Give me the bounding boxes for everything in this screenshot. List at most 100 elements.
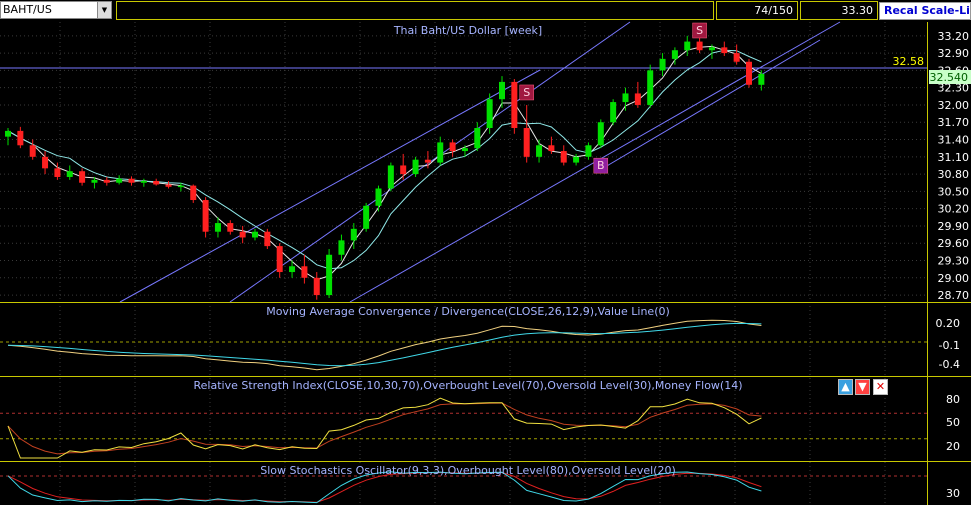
price-tick-label: 28.70 [938,289,970,302]
candle-body [177,185,184,188]
toolbar: BAHT/US ▼ 74/150 33.30 Recal Scale-Line [0,0,971,21]
trend-channel [119,21,841,303]
rsi-line [7,397,762,459]
channel-line-upper-left [119,69,541,303]
candle-body [560,151,567,163]
toolbar-blank-field [116,1,714,20]
candle-body [758,73,765,85]
candle-body [647,70,654,105]
macd-signal-line [7,322,762,367]
candle-body [128,178,135,183]
candle-body [659,58,666,71]
candle-body [202,200,209,232]
candle-body [412,159,419,175]
candle-body [585,145,592,157]
candle-body [227,223,234,232]
candle-body [5,130,11,137]
stoch-lines [0,471,927,504]
stoch-panel-title: Slow Stochastics Oscillator(9,3,3),Overb… [260,464,676,477]
stoch-tick-label: 30 [946,487,960,500]
macd-lines [0,319,927,371]
candle-body [684,41,691,51]
candle-body [746,61,752,85]
candle-body [252,231,258,238]
macd-tick-label: -0.1 [939,339,960,352]
price-tick-label: 31.70 [938,116,970,129]
symbol-value: BAHT/US [3,3,52,16]
candle-body [79,171,86,183]
close-icon[interactable]: ✕ [873,379,888,395]
candle-body [289,266,296,273]
candle-body [610,102,617,123]
signal-label: S [696,24,703,37]
signal-label: B [597,159,605,172]
channel-line-upper-right [599,39,821,171]
price-tick-label: 32.90 [938,47,970,60]
candle-body [190,185,197,201]
macd-panel-title: Moving Average Convergence / Divergence(… [266,305,670,318]
candle-body [29,145,36,157]
candle-body [424,159,431,163]
candle-body [597,122,604,146]
macd-line [7,319,762,371]
candle-body [733,53,740,62]
panel-borders [0,22,971,505]
arrow-up-icon[interactable]: ▲ [838,379,853,395]
candle-body [116,178,123,183]
candle-body [461,148,468,152]
candle-body [721,47,728,54]
signal-label: S [523,86,530,99]
candle-body [17,130,24,146]
candle-body [338,240,345,255]
candle-body [511,81,518,129]
candle-body [239,231,246,238]
candle-body [671,50,678,59]
price-tick-label: 29.90 [938,220,970,233]
candle-body [536,145,543,157]
arrow-down-icon[interactable]: ▼ [855,379,870,395]
candle-body [696,41,703,51]
candle-body [437,142,444,163]
candle-body [313,277,320,296]
candle-body [54,168,61,177]
candle-body [326,254,333,296]
price-level-label: 32.58 [893,55,925,68]
svg-text:32.540: 32.540 [930,71,969,84]
candle-body [42,156,49,169]
candle-body [387,165,394,189]
candles [5,32,765,300]
money-flow-line [7,402,762,455]
candle-body [91,179,98,183]
candle-body [375,188,382,206]
price-tick-label: 29.60 [938,237,970,250]
price-tick-label: 31.40 [938,134,970,147]
chevron-down-icon[interactable]: ▼ [97,2,111,18]
stoch-k-line [7,471,762,504]
signal-marker [519,84,534,101]
price-tick-label: 32.30 [938,82,970,95]
candle-body [474,128,481,149]
price-tick-label: 31.10 [938,151,970,164]
candle-body [400,165,407,175]
candle-body [499,81,505,100]
price-tick-label: 33.20 [938,30,970,43]
symbol-select[interactable]: BAHT/US ▼ [0,1,112,19]
signal-marker [692,22,707,39]
candle-body [165,184,172,187]
candle-body [264,231,271,247]
last-price-tag: 32.540 [929,70,971,84]
rsi-tick-label: 80 [946,393,960,406]
signal-marker [593,157,609,174]
price-tick-label: 29.30 [938,255,970,268]
price-panel-title: Thai Baht/US Dollar [week] [393,24,542,37]
grid [0,22,927,505]
candle-body [523,128,530,157]
candle-body [214,223,221,232]
candle-body [301,266,308,278]
rsi-panel-title: Relative Strength Index(CLOSE,10,30,70),… [193,379,742,392]
current-price: 33.30 [800,1,878,20]
recal-scale-line-button[interactable]: Recal Scale-Line [879,2,971,20]
candle-body [350,228,357,241]
price-tick-label: 29.00 [938,272,970,285]
